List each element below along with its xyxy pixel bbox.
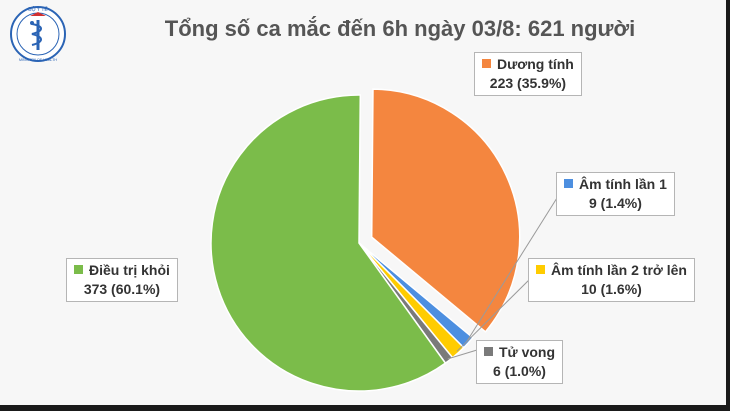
leader-line-am-tinh-lan-2 bbox=[456, 274, 535, 352]
legend-swatch-dieu-tri-khoi bbox=[74, 265, 83, 274]
logo-bottom-text: MINISTRY OF HEALTH bbox=[19, 58, 57, 62]
label-am-tinh-lan-2-name: Âm tính lần 2 trở lên bbox=[551, 262, 687, 278]
label-dieu-tri-khoi: Điều trị khỏi 373 (60.1%) bbox=[66, 258, 178, 302]
label-dieu-tri-khoi-value: 373 (60.1%) bbox=[83, 281, 161, 297]
label-tu-vong-value: 6 (1.0%) bbox=[493, 363, 546, 379]
pie-slice-duong-tinh bbox=[370, 88, 521, 333]
label-am-tinh-lan-2: Âm tính lần 2 trở lên 10 (1.6%) bbox=[528, 258, 695, 302]
label-tu-vong: Tử vong 6 (1.0%) bbox=[476, 340, 564, 384]
chart-title: Tổng số ca mắc đến 6h ngày 03/8: 621 ngư… bbox=[164, 16, 636, 41]
legend-swatch-duong-tinh bbox=[482, 59, 491, 68]
label-tu-vong-name: Tử vong bbox=[499, 344, 556, 360]
label-am-tinh-lan-1-name: Âm tính lần 1 bbox=[579, 176, 667, 192]
label-duong-tinh-value: 223 (35.9%) bbox=[489, 75, 567, 91]
label-dieu-tri-khoi-name: Điều trị khỏi bbox=[89, 262, 170, 278]
leader-line-am-tinh-lan-1 bbox=[466, 189, 563, 342]
label-duong-tinh-name: Dương tính bbox=[497, 56, 574, 72]
label-am-tinh-lan-1: Âm tính lần 1 9 (1.4%) bbox=[556, 172, 675, 216]
legend-swatch-am-tinh-lan-1 bbox=[564, 179, 573, 188]
pie-slice-dieu-tri-khoi bbox=[210, 94, 447, 392]
legend-swatch-am-tinh-lan-2 bbox=[536, 265, 545, 274]
legend-swatch-tu-vong bbox=[484, 347, 493, 356]
ministry-of-health-logo: BỘ Y TẾ MINISTRY OF HEALTH bbox=[10, 6, 66, 62]
logo-top-text: BỘ Y TẾ bbox=[28, 6, 48, 13]
label-duong-tinh: Dương tính 223 (35.9%) bbox=[474, 52, 582, 96]
label-am-tinh-lan-1-value: 9 (1.4%) bbox=[588, 195, 642, 211]
label-am-tinh-lan-2-value: 10 (1.6%) bbox=[581, 281, 642, 297]
